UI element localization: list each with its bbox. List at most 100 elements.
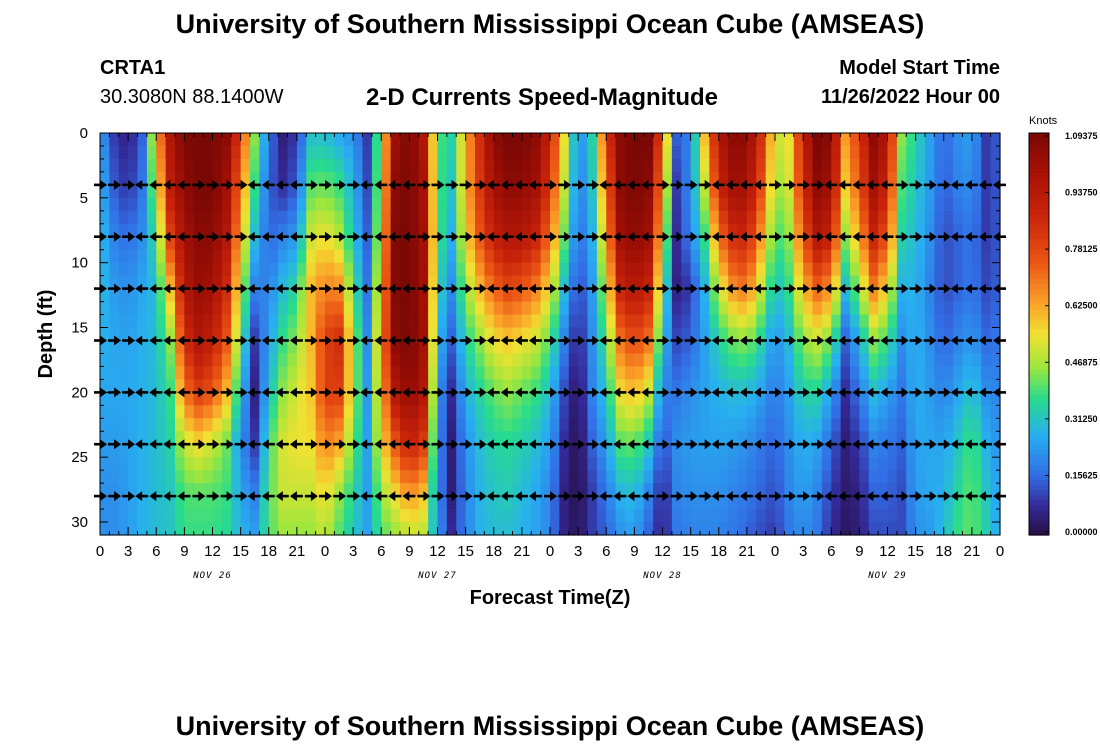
heatmap-cell [325,366,335,380]
heatmap-cell [634,392,645,406]
heatmap-cell [793,223,804,238]
heatmap-cell [756,275,767,290]
y-tick-label: 20 [71,384,88,401]
heatmap-cell [362,314,373,329]
heatmap-cell [437,366,448,380]
heatmap-cell [756,340,767,355]
heatmap-cell [390,418,401,432]
heatmap-cell [531,353,542,368]
heatmap-cell [146,133,157,147]
heatmap-cell [362,509,373,523]
colorbar-segment [1029,489,1049,496]
heatmap-cell [287,483,298,497]
heatmap-cell [568,210,579,225]
heatmap-cell [859,366,870,380]
heatmap-cell [184,340,195,355]
heatmap-cell [484,210,495,225]
heatmap-cell [146,314,157,329]
heatmap-cell [953,301,964,316]
heatmap-cell [859,288,870,303]
current-arrow [177,283,191,294]
heatmap-cell [718,522,729,536]
heatmap-cell [606,522,617,536]
heatmap-cell [906,158,917,173]
x-tick-label: 3 [124,543,132,560]
heatmap-cell [709,366,720,380]
heatmap-cell [756,145,767,160]
heatmap-cell [737,444,748,458]
heatmap-cell [887,379,898,393]
heatmap-cell [878,431,889,445]
current-arrow [866,335,880,346]
colorbar-segment [1029,409,1049,416]
heatmap-cell [896,197,907,212]
heatmap-cell [840,379,851,393]
heatmap-cell [493,327,504,342]
heatmap-cell [137,171,148,186]
heatmap-cell [728,366,739,380]
current-arrow [360,335,374,346]
current-arrow [275,335,289,346]
heatmap-cell [100,314,110,329]
heatmap-cell [475,158,485,173]
heatmap-cell [175,158,185,173]
current-arrow [289,231,303,242]
heatmap-cell [662,379,673,393]
heatmap-cell [165,340,176,355]
current-arrow [528,283,542,294]
heatmap-cell [521,483,532,497]
heatmap-cell [287,353,298,368]
current-arrow [572,283,586,294]
heatmap-cell [803,418,814,432]
heatmap-cell [353,509,364,523]
heatmap-cell [146,262,157,277]
heatmap-cell [765,470,776,484]
heatmap-cell [521,288,532,303]
current-arrow [599,179,613,190]
heatmap-cell [925,522,935,536]
heatmap-cell [671,184,682,199]
heatmap-cell [315,197,326,212]
current-arrow [500,439,514,450]
heatmap-cell [334,249,345,264]
current-arrow [909,283,923,294]
heatmap-cell [475,470,485,484]
heatmap-cell [203,275,214,290]
heatmap-cell [859,314,870,329]
heatmap-cell [306,366,317,380]
current-arrow [289,387,303,398]
heatmap-cell [259,496,270,510]
colorbar-segment [1029,434,1049,441]
heatmap-cell [700,431,710,445]
heatmap-cell [128,444,139,458]
heatmap-cell [840,340,851,355]
current-arrow [909,231,923,242]
heatmap-cell [625,470,635,484]
heatmap-cell [700,314,710,329]
heatmap-cell [625,288,635,303]
current-arrow [613,335,627,346]
heatmap-cell [221,522,232,536]
heatmap-cell [531,288,542,303]
heatmap-cell [503,379,514,393]
heatmap-cell [615,184,626,199]
heatmap-cell [671,171,682,186]
heatmap-cell [653,314,664,329]
heatmap-cell [746,444,757,458]
heatmap-cell [306,314,317,329]
heatmap-cell [531,392,542,406]
heatmap-cell [812,171,823,186]
current-arrow [333,335,347,346]
heatmap-cell [971,431,982,445]
heatmap-cell [521,158,532,173]
heatmap-cell [559,444,570,458]
heatmap-cell [934,431,945,445]
heatmap-cell [212,249,223,264]
heatmap-cell [278,496,289,510]
heatmap-cell [662,340,673,355]
heatmap-cell [250,522,260,536]
heatmap-cell [596,457,607,471]
heatmap-cell [643,379,654,393]
heatmap-cell [793,171,804,186]
heatmap-cell [615,171,626,186]
